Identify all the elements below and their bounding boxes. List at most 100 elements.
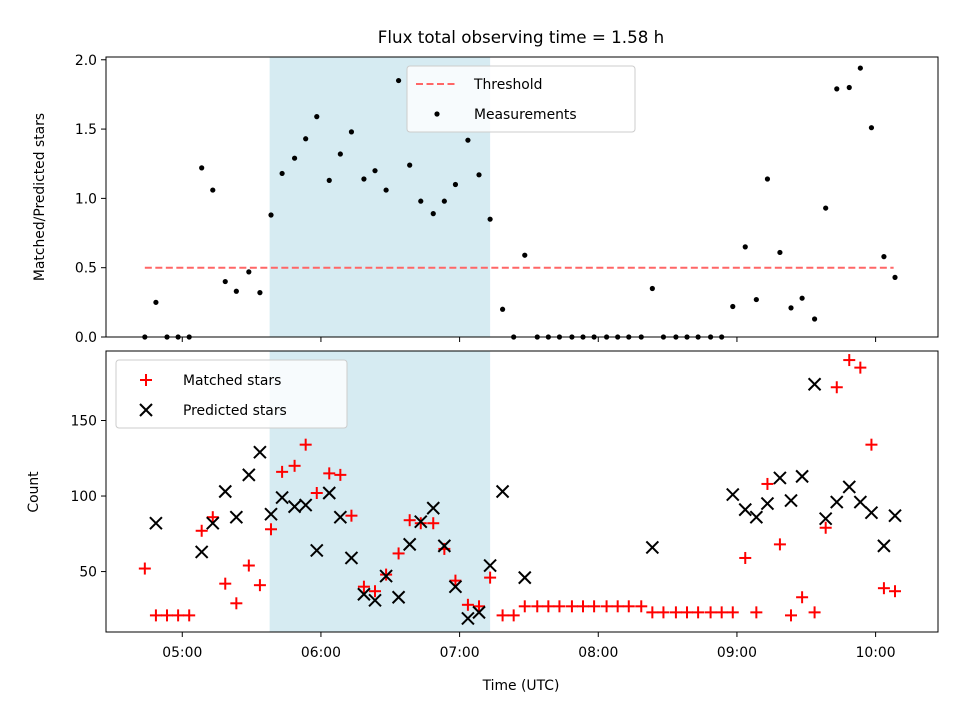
top-y-axis-label: Matched/Predicted stars: [32, 113, 48, 281]
matched-star-point: [172, 609, 185, 622]
predicted-star-point: [194, 545, 209, 559]
measurement-point: [222, 278, 228, 285]
measurement-point: [418, 198, 424, 204]
matched-star-point: [253, 579, 266, 592]
y-tick-label: 150: [70, 413, 97, 429]
predicted-star-point: [287, 499, 302, 514]
matched-star-point: [865, 438, 878, 451]
predicted-star-point: [842, 480, 856, 494]
predicted-star-point: [784, 493, 798, 508]
matched-star-point: [449, 574, 462, 587]
measurement-point: [233, 288, 239, 294]
predicted-star-point: [368, 593, 382, 607]
top-axes-frame: [105, 56, 939, 338]
measurement-point: [153, 299, 159, 305]
predicted-star-point: [275, 490, 289, 505]
measurement-point: [441, 198, 447, 204]
measurement-point: [811, 316, 818, 322]
matched-star-point: [496, 609, 509, 622]
measurements-legend-label: Measurements: [474, 107, 577, 123]
matched-star-point: [473, 600, 486, 613]
y-tick-label: 0.5: [75, 261, 97, 277]
predicted-star-point: [426, 501, 440, 515]
predicted-star-point: [298, 498, 313, 512]
matched-star-point: [773, 538, 786, 551]
predicted-star-point: [807, 377, 822, 391]
x-tick-label: 10:00: [856, 645, 896, 661]
threshold-legend-label: Threshold: [473, 77, 542, 93]
matched-star-point: [299, 438, 312, 451]
matched-star-point: [542, 600, 555, 613]
predicted-star-point: [391, 590, 406, 604]
y-tick-label: 2.0: [75, 53, 97, 69]
predicted-star-point: [437, 539, 452, 553]
matched-star-point: [265, 523, 278, 536]
measurement-point: [788, 305, 794, 311]
predicted-star-point: [830, 495, 844, 509]
matched-star-point: [334, 468, 347, 481]
y-tick-label: 0.0: [75, 330, 97, 346]
predicted-star-point: [414, 515, 428, 529]
x-tick-label: 08:00: [578, 645, 618, 661]
predicted-star-point: [357, 587, 371, 601]
predicted-star-point: [149, 516, 163, 530]
predicted-star-point: [448, 579, 463, 594]
matched-star-point: [681, 606, 694, 619]
matched-star-point: [808, 606, 821, 619]
x-tick-label: 07:00: [440, 645, 480, 661]
measurement-point: [279, 170, 285, 177]
measurement-point: [326, 177, 332, 183]
measurement-point: [777, 249, 783, 256]
measurement-point: [868, 125, 875, 131]
measurement-point: [430, 211, 436, 217]
matched-star-point: [761, 477, 774, 490]
measurement-point: [210, 187, 216, 193]
matched-star-point: [518, 600, 531, 613]
matched-star-point: [206, 511, 219, 524]
matched-star-point: [369, 585, 382, 598]
bottom-axes-frame: [105, 350, 939, 633]
predicted-star-point: [461, 611, 475, 626]
measurements-legend-swatch: [434, 111, 440, 117]
matched-star-point: [889, 585, 902, 598]
measurement-point: [361, 176, 367, 182]
matched-star-point: [507, 609, 520, 622]
predicted-star-point: [495, 484, 510, 499]
x-axis-label: Time (UTC): [482, 678, 560, 694]
predicted-star-point: [472, 605, 486, 620]
matched-star-point: [323, 467, 336, 480]
measurement-point: [742, 244, 748, 250]
predicted-star-point: [206, 516, 220, 530]
measurement-point: [314, 114, 320, 120]
bottom-legend: Matched stars Predicted stars: [115, 359, 348, 429]
matched-star-point: [230, 597, 243, 610]
matched-star-point: [276, 465, 289, 478]
top-x-ticks: [181, 337, 877, 342]
matched-star-point: [242, 559, 255, 572]
measurement-point: [823, 205, 829, 211]
matched-star-point: [796, 591, 809, 604]
predicted-star-point: [344, 551, 359, 565]
predicted-star-point: [483, 558, 497, 573]
matched-star-point: [669, 606, 682, 619]
predicted-star-point: [853, 495, 868, 509]
y-tick-label: 50: [79, 565, 97, 581]
matched-star-point: [877, 582, 890, 595]
measurement-point: [407, 162, 413, 168]
y-tick-label: 1.0: [75, 191, 97, 207]
matched-star-point: [646, 606, 659, 619]
matched-stars-points: [138, 354, 902, 622]
matched-star-point: [138, 562, 151, 575]
bottom-legend-box: [115, 359, 348, 429]
matched-star-point: [553, 600, 566, 613]
measurement-point: [487, 216, 493, 222]
matched-star-point: [357, 580, 370, 593]
measurement-point: [383, 187, 389, 193]
predicted-star-point: [242, 468, 256, 482]
predicted-stars-points: [149, 377, 902, 626]
matched-star-point: [726, 606, 739, 619]
matched-star-point: [854, 361, 867, 374]
measurement-point: [199, 165, 205, 171]
matched-star-point: [565, 600, 578, 613]
